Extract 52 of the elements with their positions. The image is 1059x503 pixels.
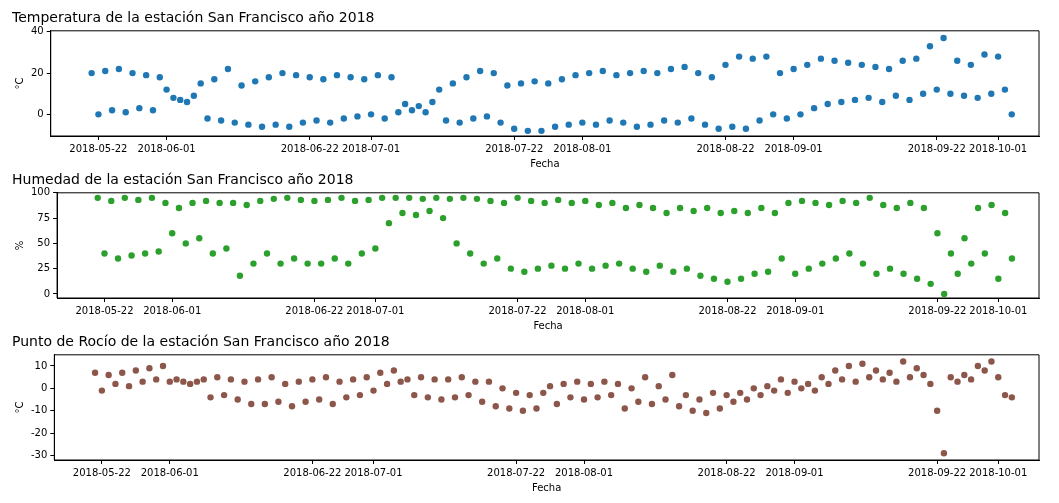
y-tick-label: 0	[40, 381, 48, 393]
x-tick-label: 2018-07-22	[487, 466, 546, 478]
x-tick-label: 2018-10-01	[969, 142, 1028, 154]
x-tick-label: 2018-08-01	[554, 466, 614, 478]
y-axis-title: °C	[13, 77, 25, 90]
x-tick-label: 2018-06-22	[285, 304, 344, 316]
x-tick-label: 2018-09-22	[908, 466, 967, 478]
x-tick-label: 2018-06-22	[280, 142, 339, 154]
y-tick-label: 75	[37, 211, 51, 223]
y-tick-label: 40	[30, 25, 44, 37]
y-tick-label: 10	[34, 359, 48, 371]
y-axis-title: %	[13, 240, 25, 251]
y-tick-label: -10	[30, 404, 48, 416]
x-tick-label: 2018-05-22	[69, 142, 128, 154]
x-tick-label: 2018-08-22	[697, 466, 756, 478]
x-tick-label: 2018-09-22	[908, 304, 967, 316]
x-tick-label: 2018-07-01	[344, 466, 403, 478]
x-tick-label: 2018-05-22	[75, 304, 134, 316]
chart-title: Punto de Rocío de la estación San Francisco año 2018	[12, 333, 390, 350]
x-axis-title: Fecha	[532, 481, 562, 493]
x-tick-label: 2018-09-01	[766, 304, 825, 316]
x-tick-label: 2018-10-01	[969, 304, 1028, 316]
y-tick-label: 50	[37, 236, 51, 248]
chart-title: Humedad de la estación San Francisco año 2018	[12, 171, 354, 188]
x-tick-label: 2018-06-01	[140, 466, 199, 478]
x-tick-label: 2018-08-01	[553, 142, 612, 154]
y-axis-title: °C	[13, 401, 25, 414]
x-tick-label: 2018-10-01	[969, 466, 1028, 478]
x-tick-label: 2018-06-01	[137, 142, 196, 154]
x-tick-label: 2018-09-22	[907, 142, 966, 154]
chart-title: Temperatura de la estación San Francisco año 2018	[11, 9, 375, 26]
y-tick-label: 25	[37, 262, 51, 274]
y-tick-label: 100	[30, 186, 51, 198]
x-axis-title: Fecha	[533, 319, 563, 331]
y-tick-label: -20	[30, 426, 48, 438]
x-tick-label: 2018-05-22	[72, 466, 131, 478]
x-tick-label: 2018-08-22	[696, 142, 755, 154]
x-tick-label: 2018-07-22	[488, 304, 547, 316]
x-tick-label: 2018-08-01	[556, 304, 615, 316]
y-tick-label: -30	[30, 449, 48, 461]
x-tick-label: 2018-09-01	[765, 466, 824, 478]
x-tick-label: 2018-07-22	[485, 142, 544, 154]
x-tick-label: 2018-06-22	[283, 466, 342, 478]
x-tick-label: 2018-09-01	[764, 142, 823, 154]
x-tick-label: 2018-08-22	[698, 304, 757, 316]
y-tick-label: 0	[43, 287, 51, 299]
x-tick-label: 2018-06-01	[143, 304, 202, 316]
y-tick-label: 0	[37, 107, 44, 119]
x-tick-label: 2018-07-01	[346, 304, 405, 316]
x-tick-label: 2018-07-01	[342, 142, 401, 154]
x-axis-title: Fecha	[530, 157, 560, 169]
y-tick-label: 20	[30, 66, 44, 78]
